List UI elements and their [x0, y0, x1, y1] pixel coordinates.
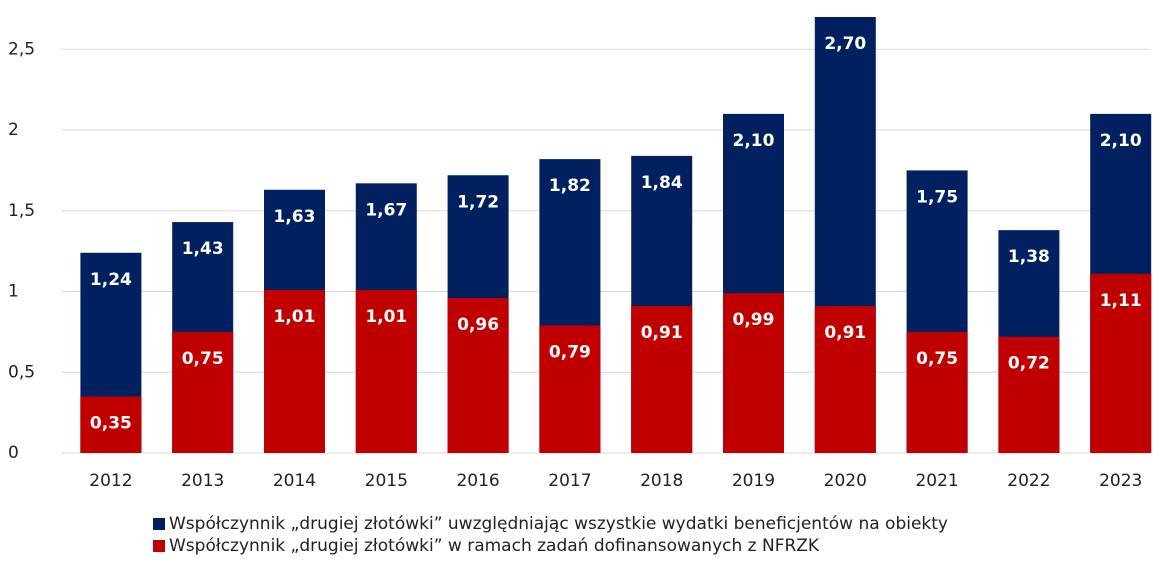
data-label: 0,72: [1008, 354, 1050, 374]
data-label: 0,75: [182, 349, 224, 369]
data-label: 0,35: [90, 413, 132, 433]
data-label: 0,91: [824, 323, 866, 343]
data-label: 1,38: [1008, 247, 1050, 267]
data-label: 0,79: [549, 342, 591, 362]
data-label: 0,91: [641, 323, 683, 343]
data-label: 1,84: [641, 173, 683, 193]
bar: [723, 293, 784, 453]
y-tick-label: 2,5: [8, 39, 35, 59]
x-tick-label: 2018: [640, 471, 683, 491]
bar: [1090, 273, 1152, 453]
y-tick-label: 1: [8, 282, 19, 302]
x-tick-label: 2016: [456, 471, 499, 491]
data-label: 1,67: [365, 200, 407, 220]
bar: [539, 325, 601, 453]
data-label: 2,70: [824, 34, 866, 54]
x-tick-label: 2015: [365, 471, 408, 491]
data-label: 1,82: [549, 176, 591, 196]
legend-label: Współczynnik „drugiej złotówki” w ramach…: [169, 536, 820, 556]
legend-label: Współczynnik „drugiej złotówki” uwzględn…: [169, 514, 948, 534]
data-label: 0,75: [916, 349, 958, 369]
x-tick-label: 2020: [824, 471, 867, 491]
x-tick-label: 2013: [181, 471, 224, 491]
data-label: 1,75: [916, 187, 958, 207]
data-label: 1,01: [274, 307, 316, 327]
x-tick-label: 2023: [1099, 471, 1142, 491]
x-tick-label: 2017: [548, 471, 591, 491]
x-tick-label: 2021: [915, 471, 958, 491]
bar: [264, 289, 325, 453]
data-label: 2,10: [1100, 131, 1142, 151]
data-label: 0,99: [733, 310, 775, 330]
x-tick-label: 2019: [732, 471, 775, 491]
y-tick-label: 2: [8, 120, 19, 140]
bar: [80, 396, 142, 453]
data-label: 0,96: [457, 315, 499, 335]
bar: [814, 306, 876, 453]
y-tick-label: 0,5: [8, 362, 35, 382]
bar: [631, 306, 693, 453]
data-label: 1,01: [365, 307, 407, 327]
x-tick-label: 2014: [273, 471, 316, 491]
y-tick-label: 0: [8, 443, 19, 463]
data-label: 1,63: [274, 207, 316, 227]
x-tick-label: 2012: [89, 471, 132, 491]
data-label: 1,43: [182, 239, 224, 259]
legend-swatch: [153, 518, 165, 530]
data-label: 1,24: [90, 270, 132, 290]
bar: [906, 331, 968, 453]
bar: [355, 289, 417, 453]
bar: [998, 336, 1060, 453]
bar: [447, 297, 509, 453]
data-label: 2,10: [733, 131, 775, 151]
data-label: 1,72: [457, 192, 499, 212]
y-tick-label: 1,5: [8, 201, 35, 221]
bar: [172, 331, 234, 453]
legend-swatch: [153, 540, 165, 552]
x-tick-label: 2022: [1007, 471, 1050, 491]
data-label: 1,11: [1100, 291, 1142, 311]
